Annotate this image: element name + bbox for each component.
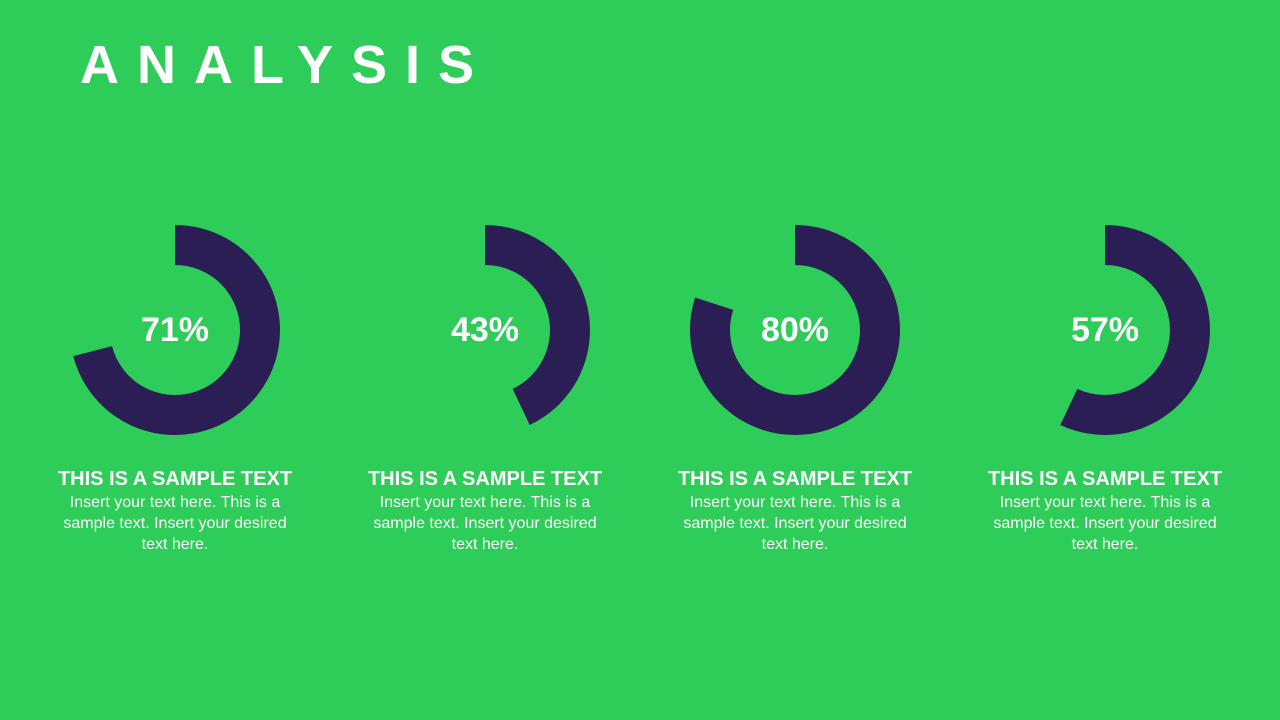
desc-4: Insert your text here. This is a sample … [985,493,1225,555]
desc-1: Insert your text here. This is a sample … [55,493,295,555]
subtitle-2: THIS IS A SAMPLE TEXT [368,468,602,491]
pct-label-4: 57% [1071,311,1139,350]
charts-row: 71% THIS IS A SAMPLE TEXT Insert your te… [0,220,1280,555]
pct-label-1: 71% [141,311,209,350]
pct-label-2: 43% [451,311,519,350]
desc-3: Insert your text here. This is a sample … [675,493,915,555]
donut-chart-3: 80% [685,220,905,440]
chart-col-1: 71% THIS IS A SAMPLE TEXT Insert your te… [45,220,305,555]
chart-col-2: 43% THIS IS A SAMPLE TEXT Insert your te… [355,220,615,555]
page-title: ANALYSIS [80,34,492,96]
subtitle-3: THIS IS A SAMPLE TEXT [678,468,912,491]
slide: ANALYSIS 71% THIS IS A SAMPLE TEXT Inser… [0,0,1280,720]
pct-label-3: 80% [761,311,829,350]
desc-2: Insert your text here. This is a sample … [365,493,605,555]
subtitle-1: THIS IS A SAMPLE TEXT [58,468,292,491]
donut-chart-4: 57% [995,220,1215,440]
donut-chart-1: 71% [65,220,285,440]
subtitle-4: THIS IS A SAMPLE TEXT [988,468,1222,491]
chart-col-4: 57% THIS IS A SAMPLE TEXT Insert your te… [975,220,1235,555]
donut-chart-2: 43% [375,220,595,440]
chart-col-3: 80% THIS IS A SAMPLE TEXT Insert your te… [665,220,925,555]
